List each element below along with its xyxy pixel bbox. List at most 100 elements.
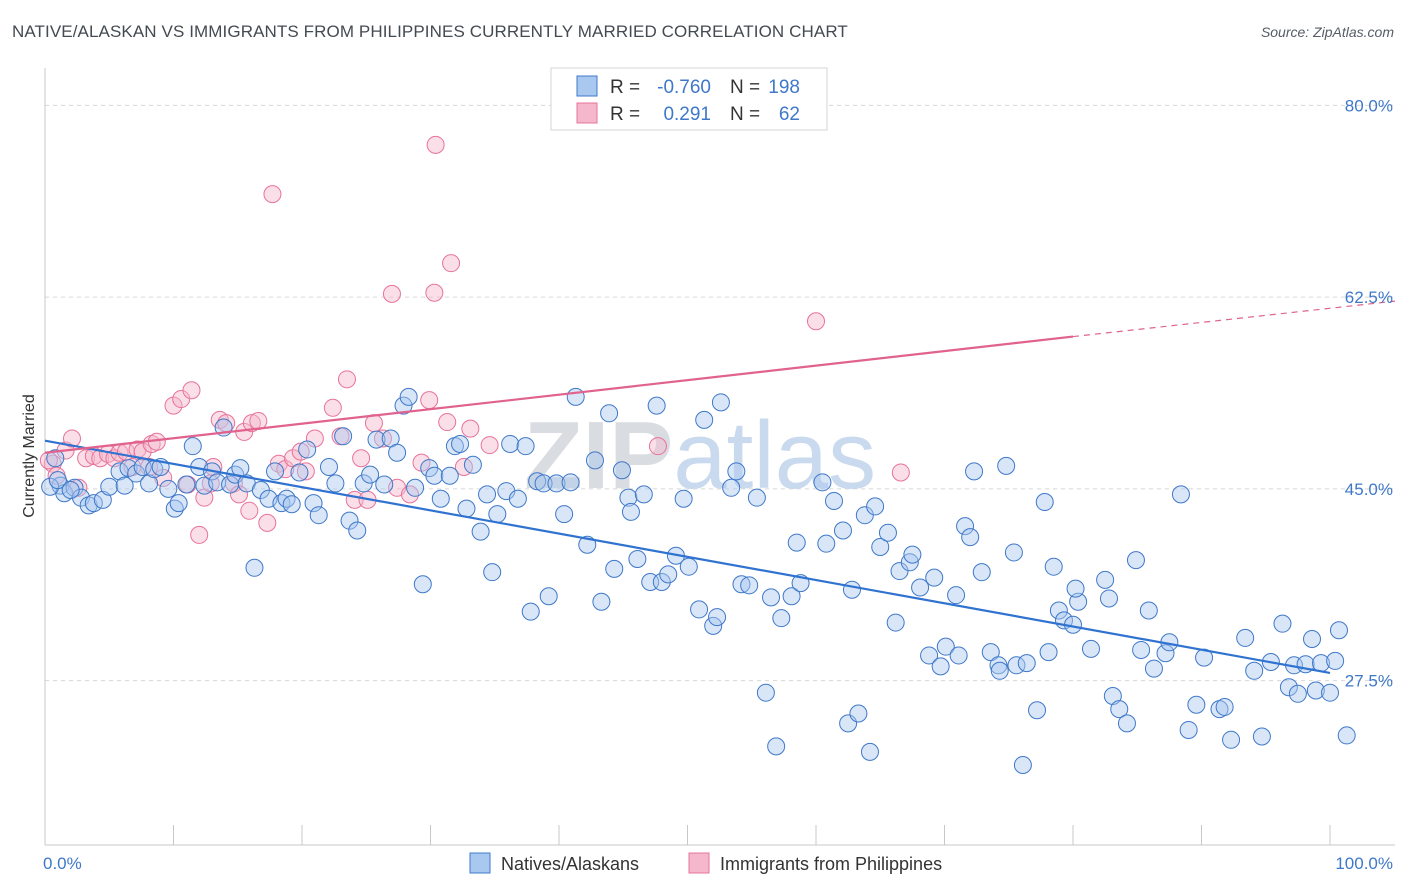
legend-r-label-1: R = [610,77,640,98]
y-tick-label-0: 27.5% [1345,672,1393,691]
native-point-83 [592,592,611,611]
native-point-75 [534,474,553,493]
native-point-59 [431,489,450,508]
native-point-54 [399,387,418,406]
native-point-171 [1171,485,1190,504]
series-legend: Natives/Alaskans Immigrants from Philipp… [469,852,942,874]
legend-n-label-1: N = [730,77,760,98]
native-point-96 [674,489,693,508]
native-point-56 [413,575,432,594]
native-point-190 [1321,683,1339,702]
native-point-125 [871,537,890,556]
native-point-113 [787,533,806,552]
native-point-60 [440,466,459,485]
native-point-124 [866,497,885,516]
native-point-41 [309,506,328,525]
philippines-point-3 [62,429,81,448]
native-point-142 [981,643,1000,662]
native-point-100 [704,616,723,635]
native-point-187 [1303,630,1322,649]
native-point-193 [1337,726,1356,745]
native-point-104 [727,462,746,481]
philippines-point-62 [480,436,499,455]
philippines-point-60 [454,457,473,476]
native-point-140 [961,528,980,547]
native-point-126 [878,523,897,542]
legend-swatch-pink [576,102,598,124]
philippines-point-35 [258,513,277,532]
x-tick-labels: 0.0% 100.0% [43,854,1393,873]
native-point-183 [1279,678,1298,697]
native-point-149 [1017,654,1036,673]
philippines-point-56 [425,283,444,302]
native-point-145 [990,661,1009,680]
native-point-120 [842,580,861,599]
native-point-135 [936,637,955,656]
native-point-111 [772,609,791,628]
native-point-17 [159,479,178,498]
philippines-point-45 [337,370,356,389]
trend-lines [44,300,1396,675]
native-point-20 [177,475,196,494]
native-point-86 [612,461,631,480]
native-point-115 [813,473,832,492]
native-point-192 [1329,621,1348,640]
native-point-97 [679,557,698,576]
native-point-19 [169,494,188,513]
native-point-131 [911,578,930,597]
philippines-point-57 [426,135,445,154]
native-point-44 [334,427,353,446]
legend-n-value-1: 198 [768,77,800,98]
native-point-48 [361,465,380,484]
philippines-point-33 [242,414,261,433]
native-point-136 [947,586,966,605]
native-point-179 [1245,661,1264,680]
philippines-point-23 [190,525,209,544]
native-point-37 [282,495,301,514]
native-point-108 [756,683,775,702]
native-point-133 [925,568,944,587]
native-point-132 [920,646,939,665]
y-tick-labels: 27.5% 45.0% 62.5% 80.0% [1345,96,1393,690]
legend-swatch-natives [469,852,491,874]
native-point-148 [1013,756,1032,775]
native-point-157 [1069,592,1088,611]
trend-line-0 [44,439,1331,675]
native-point-164 [1117,714,1136,733]
native-point-159 [1081,639,1100,658]
native-point-78 [555,505,574,524]
native-point-178 [1236,628,1255,647]
philippines-point-47 [352,449,371,468]
native-point-43 [326,474,345,493]
philippines-point-58 [438,413,457,432]
native-point-10 [115,476,134,495]
native-point-123 [860,742,879,761]
native-point-165 [1126,551,1145,570]
native-point-166 [1132,640,1151,659]
philippines-point-59 [442,254,461,273]
philippines-point-19 [164,396,183,415]
native-point-72 [516,437,535,456]
native-point-161 [1099,589,1118,608]
native-point-180 [1252,727,1271,746]
native-point-53 [394,396,413,415]
philippines-point-41 [296,462,315,481]
native-point-158 [1066,579,1085,598]
legend-swatch-blue [576,75,598,97]
native-point-106 [740,576,759,595]
legend-r-value-2: 0.291 [663,104,711,125]
native-point-138 [956,517,975,536]
native-point-139 [965,462,984,481]
native-point-14 [140,474,159,493]
native-point-71 [508,489,527,508]
native-point-195 [48,471,67,490]
native-point-94 [659,565,678,584]
native-point-67 [483,563,502,582]
native-point-68 [488,505,507,524]
native-point-98 [690,600,709,619]
native-point-89 [628,550,647,569]
native-point-172 [1179,720,1198,739]
native-point-169 [1156,644,1175,663]
native-point-76 [539,587,558,606]
